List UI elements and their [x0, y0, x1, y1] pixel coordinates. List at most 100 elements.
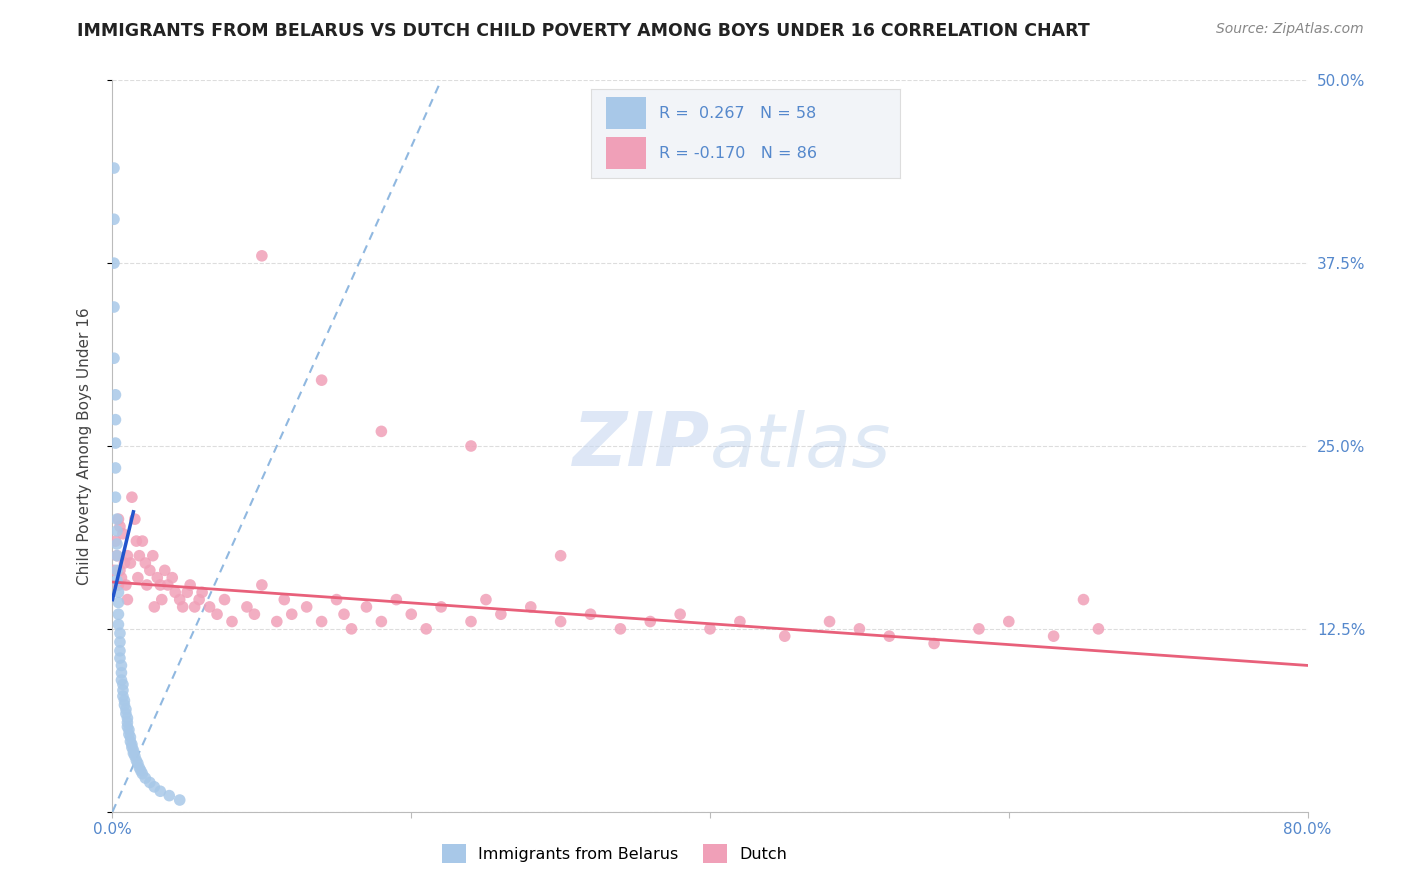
- Point: [125, 754, 148, 768]
- Point: [127, 571, 149, 585]
- Point: [728, 615, 751, 629]
- Point: [121, 740, 143, 755]
- Point: [110, 658, 132, 673]
- Point: [104, 412, 127, 426]
- Point: [114, 693, 135, 707]
- Point: [176, 585, 198, 599]
- Point: [103, 300, 125, 314]
- Point: [134, 556, 156, 570]
- Point: [121, 490, 143, 504]
- Point: [115, 702, 138, 716]
- Point: [149, 578, 172, 592]
- Point: [127, 756, 149, 771]
- Point: [134, 771, 156, 785]
- Point: [333, 607, 356, 622]
- Point: [110, 665, 132, 680]
- Point: [579, 607, 602, 622]
- Point: [104, 490, 127, 504]
- Point: [998, 615, 1021, 629]
- Point: [117, 715, 139, 730]
- Point: [356, 599, 378, 614]
- Point: [103, 563, 125, 577]
- Point: [142, 549, 165, 563]
- Point: [105, 512, 128, 526]
- Point: [281, 607, 304, 622]
- Point: [105, 524, 128, 538]
- Point: [773, 629, 796, 643]
- Point: [550, 615, 572, 629]
- Point: [129, 764, 152, 778]
- Point: [108, 563, 131, 577]
- Point: [295, 599, 318, 614]
- Point: [1087, 622, 1109, 636]
- Point: [699, 622, 721, 636]
- Point: [879, 629, 901, 643]
- Point: [115, 578, 138, 592]
- Point: [108, 635, 131, 649]
- Point: [122, 746, 145, 760]
- Point: [401, 607, 423, 622]
- Point: [149, 784, 172, 798]
- Text: R =  0.267   N = 58: R = 0.267 N = 58: [658, 106, 815, 120]
- Point: [273, 592, 295, 607]
- Point: [105, 574, 128, 588]
- Point: [111, 683, 134, 698]
- Bar: [606, 137, 647, 169]
- Text: ZIP: ZIP: [572, 409, 710, 483]
- Point: [214, 592, 236, 607]
- Point: [103, 161, 125, 175]
- Point: [311, 373, 333, 387]
- Point: [103, 212, 125, 227]
- Point: [489, 607, 512, 622]
- Point: [460, 615, 482, 629]
- Point: [104, 436, 127, 450]
- Point: [198, 599, 221, 614]
- Y-axis label: Child Poverty Among Boys Under 16: Child Poverty Among Boys Under 16: [77, 307, 91, 585]
- Point: [172, 599, 194, 614]
- Point: [669, 607, 692, 622]
- Point: [266, 615, 288, 629]
- Point: [205, 607, 228, 622]
- Point: [115, 706, 138, 721]
- Point: [153, 563, 176, 577]
- Bar: [606, 97, 647, 129]
- Text: Source: ZipAtlas.com: Source: ZipAtlas.com: [1216, 22, 1364, 37]
- Point: [430, 599, 453, 614]
- Point: [520, 599, 543, 614]
- Point: [128, 761, 150, 775]
- Point: [125, 534, 148, 549]
- Point: [139, 563, 162, 577]
- Point: [131, 534, 153, 549]
- Point: [818, 615, 841, 629]
- Point: [111, 689, 134, 703]
- Point: [370, 425, 392, 439]
- Point: [118, 723, 141, 737]
- Point: [117, 592, 139, 607]
- Point: [325, 592, 347, 607]
- Point: [139, 775, 162, 789]
- Text: R = -0.170   N = 86: R = -0.170 N = 86: [658, 146, 817, 161]
- Text: IMMIGRANTS FROM BELARUS VS DUTCH CHILD POVERTY AMONG BOYS UNDER 16 CORRELATION C: IMMIGRANTS FROM BELARUS VS DUTCH CHILD P…: [77, 22, 1090, 40]
- Point: [188, 592, 211, 607]
- Point: [108, 644, 131, 658]
- Point: [191, 585, 214, 599]
- Point: [460, 439, 482, 453]
- Point: [122, 743, 145, 757]
- Point: [108, 519, 131, 533]
- Point: [120, 730, 142, 744]
- Point: [131, 766, 153, 780]
- Point: [128, 549, 150, 563]
- Point: [340, 622, 363, 636]
- Point: [311, 615, 333, 629]
- Point: [107, 512, 129, 526]
- Point: [243, 607, 266, 622]
- Point: [415, 622, 437, 636]
- Point: [165, 585, 187, 599]
- Point: [550, 549, 572, 563]
- Point: [110, 571, 132, 585]
- Point: [124, 512, 146, 526]
- Point: [135, 578, 157, 592]
- Point: [111, 526, 134, 541]
- Point: [169, 592, 191, 607]
- Point: [107, 595, 129, 609]
